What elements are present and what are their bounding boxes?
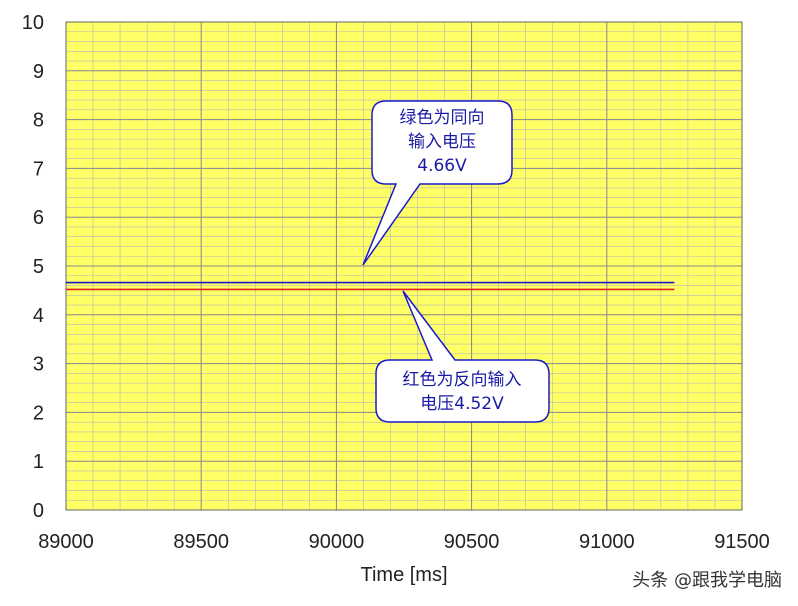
series-layer (66, 281, 675, 291)
y-tick-label: 5 (33, 256, 44, 278)
tick-labels: 89000 89500 90000 90500 91000 91500 0 1 2 3 4 5 6 7 8 9… (22, 12, 770, 553)
x-tick-label: 89500 (173, 531, 229, 553)
y-tick-label: 8 (33, 110, 44, 132)
watermark: 头条 @跟我学电脑 (632, 570, 782, 591)
callout-inverse-phase-shape (375, 290, 550, 423)
y-tick-label: 3 (33, 354, 44, 376)
callout-inverse-phase: 红色为反向输入 电压4.52V (375, 290, 550, 423)
y-tick-label: 10 (22, 12, 44, 34)
plot-frame (65, 21, 743, 511)
y-tick-label: 2 (33, 402, 44, 424)
x-tick-label: 89000 (38, 531, 94, 553)
callout-inverse-phase-line-2: 电压4.52V (420, 394, 504, 414)
y-tick-label: 9 (33, 61, 44, 83)
y-tick-label: 6 (33, 207, 44, 229)
callout-inverse-phase-line-1: 红色为反向输入 (403, 370, 522, 390)
y-tick-label: 7 (33, 158, 44, 180)
callout-same-phase: 绿色为同向 输入电压 4.66V (362, 100, 513, 266)
callout-same-phase-line-2: 输入电压 (408, 132, 476, 152)
x-axis-title: Time [ms] (360, 564, 447, 586)
x-tick-label: 91500 (714, 531, 770, 553)
callout-same-phase-shape (362, 100, 513, 266)
callout-same-phase-line-3: 4.66V (417, 156, 467, 176)
y-tick-label: 1 (33, 451, 44, 473)
x-tick-label: 90000 (309, 531, 365, 553)
callout-same-phase-line-1: 绿色为同向 (400, 108, 485, 128)
y-tick-label: 0 (33, 500, 44, 522)
x-tick-label: 90500 (444, 531, 500, 553)
x-tick-label: 91000 (579, 531, 635, 553)
y-tick-label: 4 (33, 305, 44, 327)
